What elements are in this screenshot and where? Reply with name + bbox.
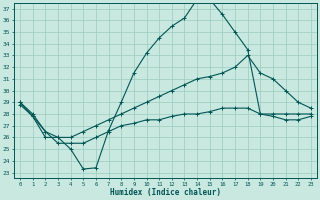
X-axis label: Humidex (Indice chaleur): Humidex (Indice chaleur): [110, 188, 221, 197]
